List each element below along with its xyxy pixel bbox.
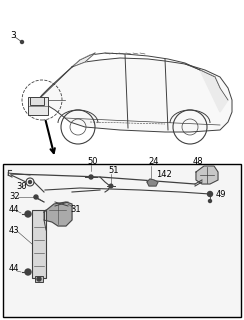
Text: 24: 24 (148, 157, 159, 166)
Bar (3, 164, 241, 317)
Bar (30, 97, 44, 105)
Circle shape (34, 195, 38, 199)
Circle shape (29, 180, 31, 183)
Text: 51: 51 (108, 166, 119, 175)
Text: 32: 32 (9, 192, 20, 201)
Text: 30: 30 (16, 182, 27, 191)
Polygon shape (200, 70, 228, 112)
Text: 3: 3 (10, 31, 16, 40)
Text: 49: 49 (216, 190, 226, 199)
Text: 43: 43 (9, 226, 20, 235)
Text: 50: 50 (87, 157, 98, 166)
Circle shape (37, 277, 41, 281)
Circle shape (25, 269, 31, 275)
Polygon shape (72, 53, 95, 67)
Circle shape (20, 41, 23, 44)
Circle shape (25, 211, 31, 217)
Polygon shape (147, 179, 158, 186)
Polygon shape (196, 166, 218, 184)
Polygon shape (44, 202, 72, 226)
Polygon shape (38, 58, 232, 132)
Bar (35, 276, 43, 282)
Circle shape (207, 191, 213, 196)
Text: 142: 142 (156, 170, 172, 179)
Text: 31: 31 (70, 205, 81, 214)
Bar (32, 210, 46, 278)
Circle shape (209, 199, 212, 203)
Bar (28, 97, 48, 115)
Text: 44: 44 (9, 205, 20, 214)
Circle shape (89, 175, 93, 179)
Circle shape (109, 184, 113, 188)
Text: 44: 44 (9, 264, 20, 273)
Text: 48: 48 (193, 157, 204, 166)
